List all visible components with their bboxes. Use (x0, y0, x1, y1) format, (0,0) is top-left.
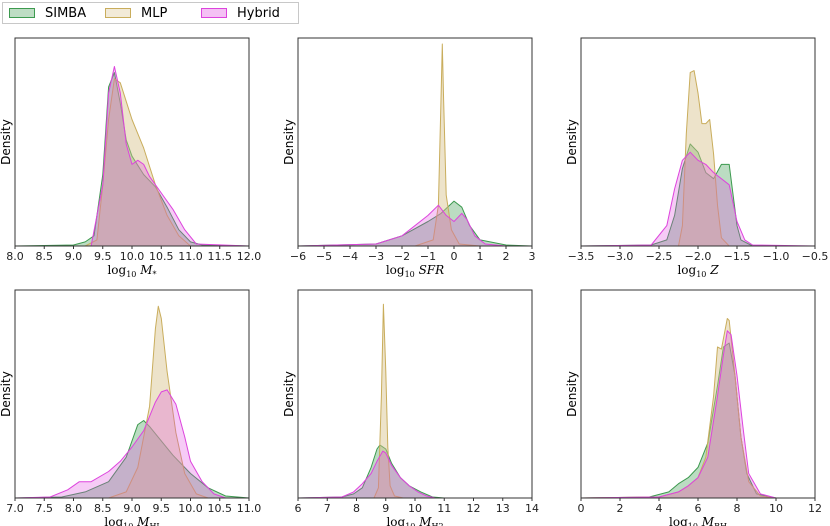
x-tick-label: 0 (451, 250, 458, 263)
series-mlp-area (297, 43, 533, 247)
series-hybrid-area (580, 330, 816, 499)
x-axis-label: log10 Z (677, 263, 719, 279)
x-tick-label: −1.0 (763, 250, 790, 263)
x-tick-label: 8 (734, 502, 741, 515)
x-tick-label: 12 (808, 502, 822, 515)
x-axis-label: log10 MH2 (386, 515, 443, 526)
x-tick-label: 11.0 (237, 502, 262, 515)
series-hybrid-area (14, 66, 250, 247)
x-tick-label: 11.5 (208, 250, 233, 263)
y-axis-label: Density (565, 119, 579, 165)
legend-item-mlp: MLP (105, 6, 201, 21)
series-simba-area (580, 342, 816, 499)
y-axis-label: Density (565, 371, 579, 417)
panel-2: −6 −5 −4 −3 −2 −1 0 1 2 3 Density log10 SFR (282, 37, 536, 279)
series-mlp-area (14, 305, 250, 499)
x-tick-label: −3.5 (568, 250, 595, 263)
x-tick-label: 11 (437, 502, 451, 515)
x-axis-label: log10 MBH (669, 515, 727, 526)
legend-label-hybrid: Hybrid (237, 5, 280, 21)
x-tick-label: 8.0 (65, 502, 83, 515)
x-tick-label: 13 (496, 502, 510, 515)
x-tick-label: 14 (525, 502, 539, 515)
panel-5: 6 7 8 9 10 11 12 13 14 Density log10 MH2 (282, 289, 539, 526)
x-tick-label: 4 (656, 502, 663, 515)
x-tick-label: 1 (477, 250, 484, 263)
x-tick-label: −2.5 (646, 250, 673, 263)
legend-swatch-mlp (105, 8, 131, 18)
x-tick-label: 11.0 (178, 250, 203, 263)
x-tick-label: 6 (695, 502, 702, 515)
panel-1: 8.0 8.5 9.0 9.5 10.0 10.5 11.0 11.5 12.0 Density l… (0, 37, 262, 279)
legend-item-hybrid: Hybrid (201, 6, 297, 21)
series-hybrid-area (14, 389, 250, 499)
x-tick-label: −2.0 (685, 250, 712, 263)
legend-swatch-simba (9, 8, 35, 18)
x-tick-label: −5 (316, 250, 332, 263)
panel-4: 7.0 7.5 8.0 8.5 9.0 9.5 10.0 10.5 11.0 Density log… (0, 289, 262, 526)
series-hybrid-area (297, 204, 533, 247)
x-tick-label: 10.0 (178, 502, 203, 515)
series-simba-area (14, 420, 250, 499)
x-tick-label: 3 (529, 250, 536, 263)
x-tick-label: −4 (342, 250, 358, 263)
panel-3: −3.5 −3.0 −2.5 −2.0 −1.5 −1.0 −0.5 Density log10… (565, 37, 829, 279)
legend-swatch-hybrid (201, 8, 227, 18)
x-axis-label: log10 M* (107, 263, 156, 279)
series-mlp-area (14, 78, 250, 247)
x-tick-label: −6 (290, 250, 306, 263)
x-tick-label: 2 (617, 502, 624, 515)
x-tick-label: 12 (467, 502, 481, 515)
x-tick-label: 9.0 (123, 502, 141, 515)
x-tick-label: 9.0 (65, 250, 83, 263)
axes-frame (297, 37, 533, 247)
x-tick-label: 9.5 (94, 250, 112, 263)
panel-6: 0 2 4 6 8 10 12 Density log10 MBH (565, 289, 822, 526)
x-tick-label: 2 (503, 250, 510, 263)
series-simba-area (580, 143, 816, 247)
x-tick-label: 8.5 (94, 502, 112, 515)
x-tick-label: 10.0 (120, 250, 145, 263)
x-tick-label: −1 (420, 250, 436, 263)
x-tick-label: 12.0 (237, 250, 262, 263)
x-tick-label: 10.5 (208, 502, 233, 515)
x-tick-label: 10 (769, 502, 783, 515)
x-tick-label: 8.0 (6, 250, 24, 263)
x-axis-label: log10 SFR (386, 263, 444, 279)
legend-label-simba: SIMBA (45, 5, 87, 21)
series-hybrid-area (297, 450, 533, 499)
x-tick-label: 7.5 (36, 502, 54, 515)
x-tick-label: −1.5 (724, 250, 751, 263)
y-axis-label: Density (0, 119, 13, 165)
x-tick-label: 8 (353, 502, 360, 515)
y-axis-label: Density (0, 371, 13, 417)
y-axis-label: Density (282, 371, 296, 417)
x-tick-label: 9.5 (153, 502, 171, 515)
legend-label-mlp: MLP (141, 5, 168, 21)
x-tick-label: 6 (295, 502, 302, 515)
axes-frame (297, 289, 533, 499)
x-tick-label: 7 (324, 502, 331, 515)
x-tick-label: −0.5 (802, 250, 829, 263)
x-tick-label: −2 (394, 250, 410, 263)
series-mlp-area (297, 303, 533, 499)
x-tick-label: 10.5 (149, 250, 174, 263)
series-hybrid-area (580, 151, 816, 247)
x-tick-label: 0 (578, 502, 585, 515)
x-tick-label: 9 (382, 502, 389, 515)
x-tick-label: −3.0 (607, 250, 634, 263)
legend-item-simba: SIMBA (9, 6, 105, 21)
x-tick-label: 8.5 (36, 250, 54, 263)
x-tick-label: −3 (368, 250, 384, 263)
series-mlp-area (580, 70, 816, 247)
y-axis-label: Density (282, 119, 296, 165)
x-tick-label: 10 (408, 502, 422, 515)
legend: SIMBA MLP Hybrid (2, 2, 299, 24)
x-axis-label: log10 MHI (104, 515, 159, 526)
x-tick-label: 7.0 (6, 502, 24, 515)
